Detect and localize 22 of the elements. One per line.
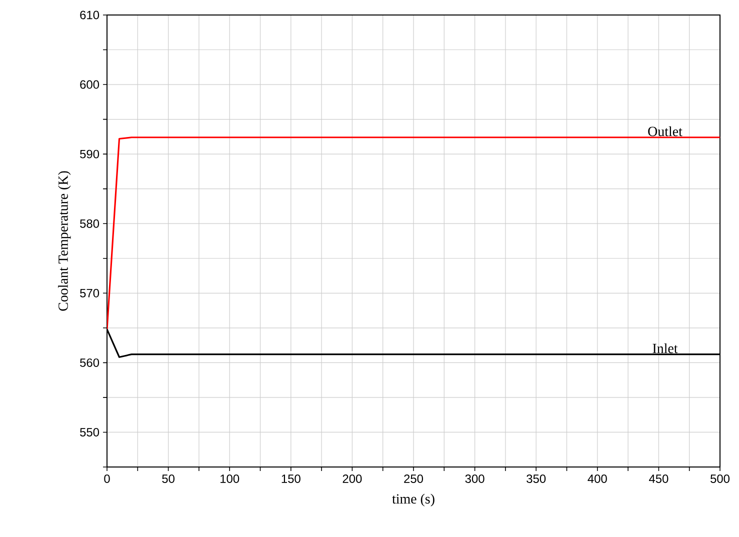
x-tick-label: 150 — [282, 474, 300, 483]
x-tick-label: 300 — [465, 474, 484, 483]
y-tick-label: 550 — [80, 428, 100, 436]
x-axis-title: time (s) — [392, 494, 434, 506]
y-tick-label: 580 — [80, 219, 100, 228]
x-tick-label: 100 — [220, 474, 240, 483]
y-tick-label: 570 — [80, 288, 100, 298]
series-label: Inlet — [652, 343, 678, 354]
y-axis-title: Coolant Temperature (K) — [58, 171, 71, 311]
x-tick-label: 400 — [588, 474, 607, 483]
x-tick-label: 250 — [404, 474, 424, 483]
y-tick-label: 590 — [80, 150, 100, 158]
x-tick-label: 200 — [342, 474, 362, 483]
x-tick-label: 350 — [526, 474, 546, 483]
x-tick-label: 500 — [710, 474, 730, 483]
y-tick-label: 560 — [80, 358, 100, 367]
x-tick-label: 0 — [104, 474, 110, 483]
y-tick-label: 610 — [80, 10, 100, 20]
series-label: Outlet — [648, 126, 682, 136]
x-tick-label: 450 — [649, 474, 668, 483]
x-tick-label: 50 — [162, 474, 174, 483]
y-tick-label: 600 — [80, 80, 100, 89]
